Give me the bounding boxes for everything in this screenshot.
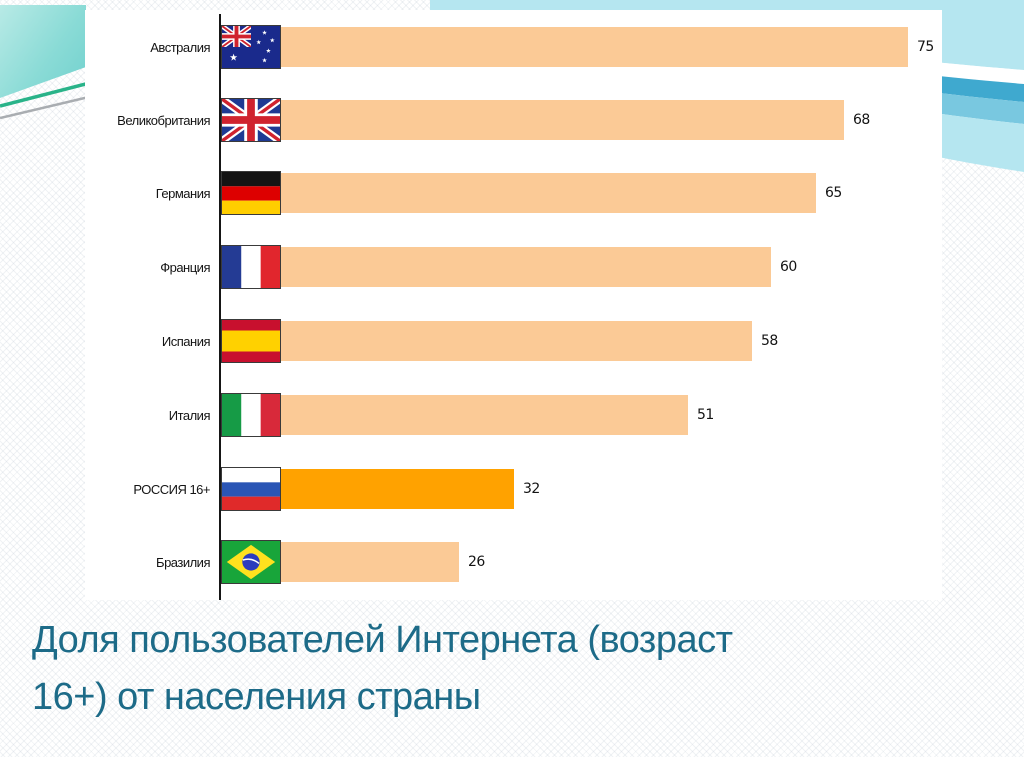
uk-flag-icon: [221, 98, 281, 142]
category-label: РОССИЯ 16+: [133, 481, 210, 497]
chart-row-italy: Италия 51: [85, 393, 934, 439]
bar-france: [221, 247, 771, 287]
value-label: 58: [761, 333, 778, 349]
category-label: Италия: [168, 407, 211, 423]
value-label: 26: [468, 554, 485, 570]
category-label: Великобритания: [117, 112, 210, 128]
value-label: 68: [853, 112, 870, 128]
bar-australia: [221, 27, 908, 67]
bottom-strip-decoration: [0, 757, 1024, 767]
category-label: Австралия: [150, 39, 210, 55]
chart-axis-line: [219, 14, 221, 600]
chart-row-brazil: Бразилия 26: [85, 540, 934, 586]
category-label: Франция: [160, 259, 210, 275]
value-label: 60: [780, 259, 797, 275]
slide-title-line2: 16+) от населения страны: [32, 676, 481, 718]
slide-title: Доля пользователей Интернета (возраст 16…: [32, 612, 992, 726]
bar-uk: [221, 100, 844, 140]
chart-row-spain: Испания 58: [85, 319, 934, 365]
value-label: 65: [825, 185, 842, 201]
australia-flag-icon: [221, 25, 281, 69]
category-label: Германия: [155, 185, 211, 201]
brazil-flag-icon: [221, 540, 281, 584]
germany-flag-icon: [221, 171, 281, 215]
chart-panel: Австралия: [85, 10, 942, 600]
category-label: Испания: [161, 333, 211, 349]
category-label: Бразилия: [156, 554, 210, 570]
value-label: 32: [523, 481, 540, 497]
france-flag-icon: [221, 245, 281, 289]
bar-germany: [221, 173, 816, 213]
value-label: 51: [697, 407, 714, 423]
russia-flag-icon: [221, 467, 281, 511]
chart-row-germany: Германия 65: [85, 171, 934, 217]
italy-flag-icon: [221, 393, 281, 437]
bar-spain: [221, 321, 752, 361]
chart-row-australia: Австралия: [85, 25, 934, 71]
slide-title-line1: Доля пользователей Интернета (возраст: [32, 619, 733, 661]
value-label: 75: [917, 39, 934, 55]
chart-row-russia: РОССИЯ 16+ 32: [85, 467, 934, 513]
chart-row-uk: Великобритания 68: [85, 98, 934, 144]
bar-italy: [221, 395, 688, 435]
chart-row-france: Франция 60: [85, 245, 934, 291]
spain-flag-icon: [221, 319, 281, 363]
